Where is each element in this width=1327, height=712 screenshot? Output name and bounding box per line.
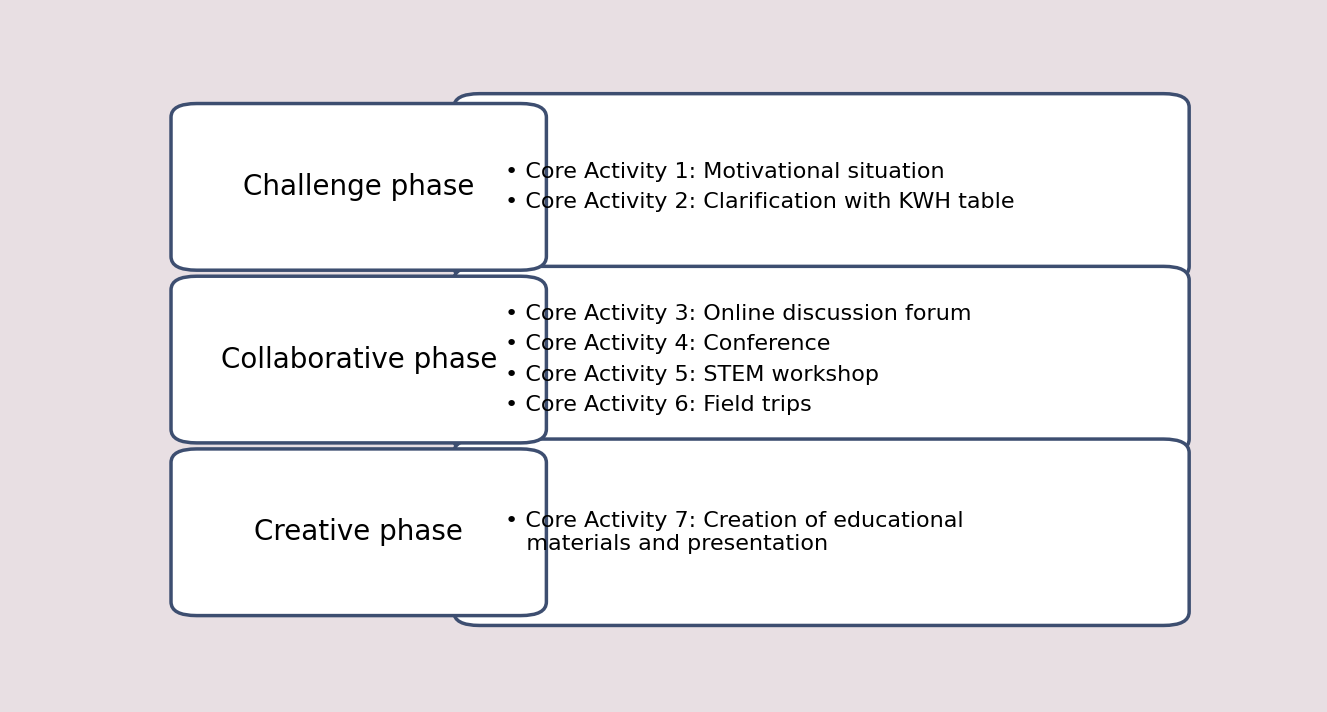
Text: • Core Activity 6: Field trips: • Core Activity 6: Field trips <box>506 394 812 415</box>
FancyBboxPatch shape <box>454 94 1189 280</box>
Text: Creative phase: Creative phase <box>255 518 463 546</box>
Text: • Core Activity 1: Motivational situation: • Core Activity 1: Motivational situatio… <box>506 162 945 182</box>
Text: Challenge phase: Challenge phase <box>243 173 474 201</box>
FancyBboxPatch shape <box>171 276 547 443</box>
FancyBboxPatch shape <box>454 439 1189 625</box>
Text: • Core Activity 4: Conference: • Core Activity 4: Conference <box>506 335 831 355</box>
FancyBboxPatch shape <box>171 449 547 616</box>
FancyBboxPatch shape <box>171 103 547 270</box>
Text: • Core Activity 3: Online discussion forum: • Core Activity 3: Online discussion for… <box>506 304 971 325</box>
Text: Collaborative phase: Collaborative phase <box>220 345 496 374</box>
Text: • Core Activity 2: Clarification with KWH table: • Core Activity 2: Clarification with KW… <box>506 192 1015 212</box>
Text: • Core Activity 7: Creation of educational
   materials and presentation: • Core Activity 7: Creation of education… <box>506 511 963 554</box>
Text: • Core Activity 5: STEM workshop: • Core Activity 5: STEM workshop <box>506 365 880 384</box>
FancyBboxPatch shape <box>454 266 1189 453</box>
